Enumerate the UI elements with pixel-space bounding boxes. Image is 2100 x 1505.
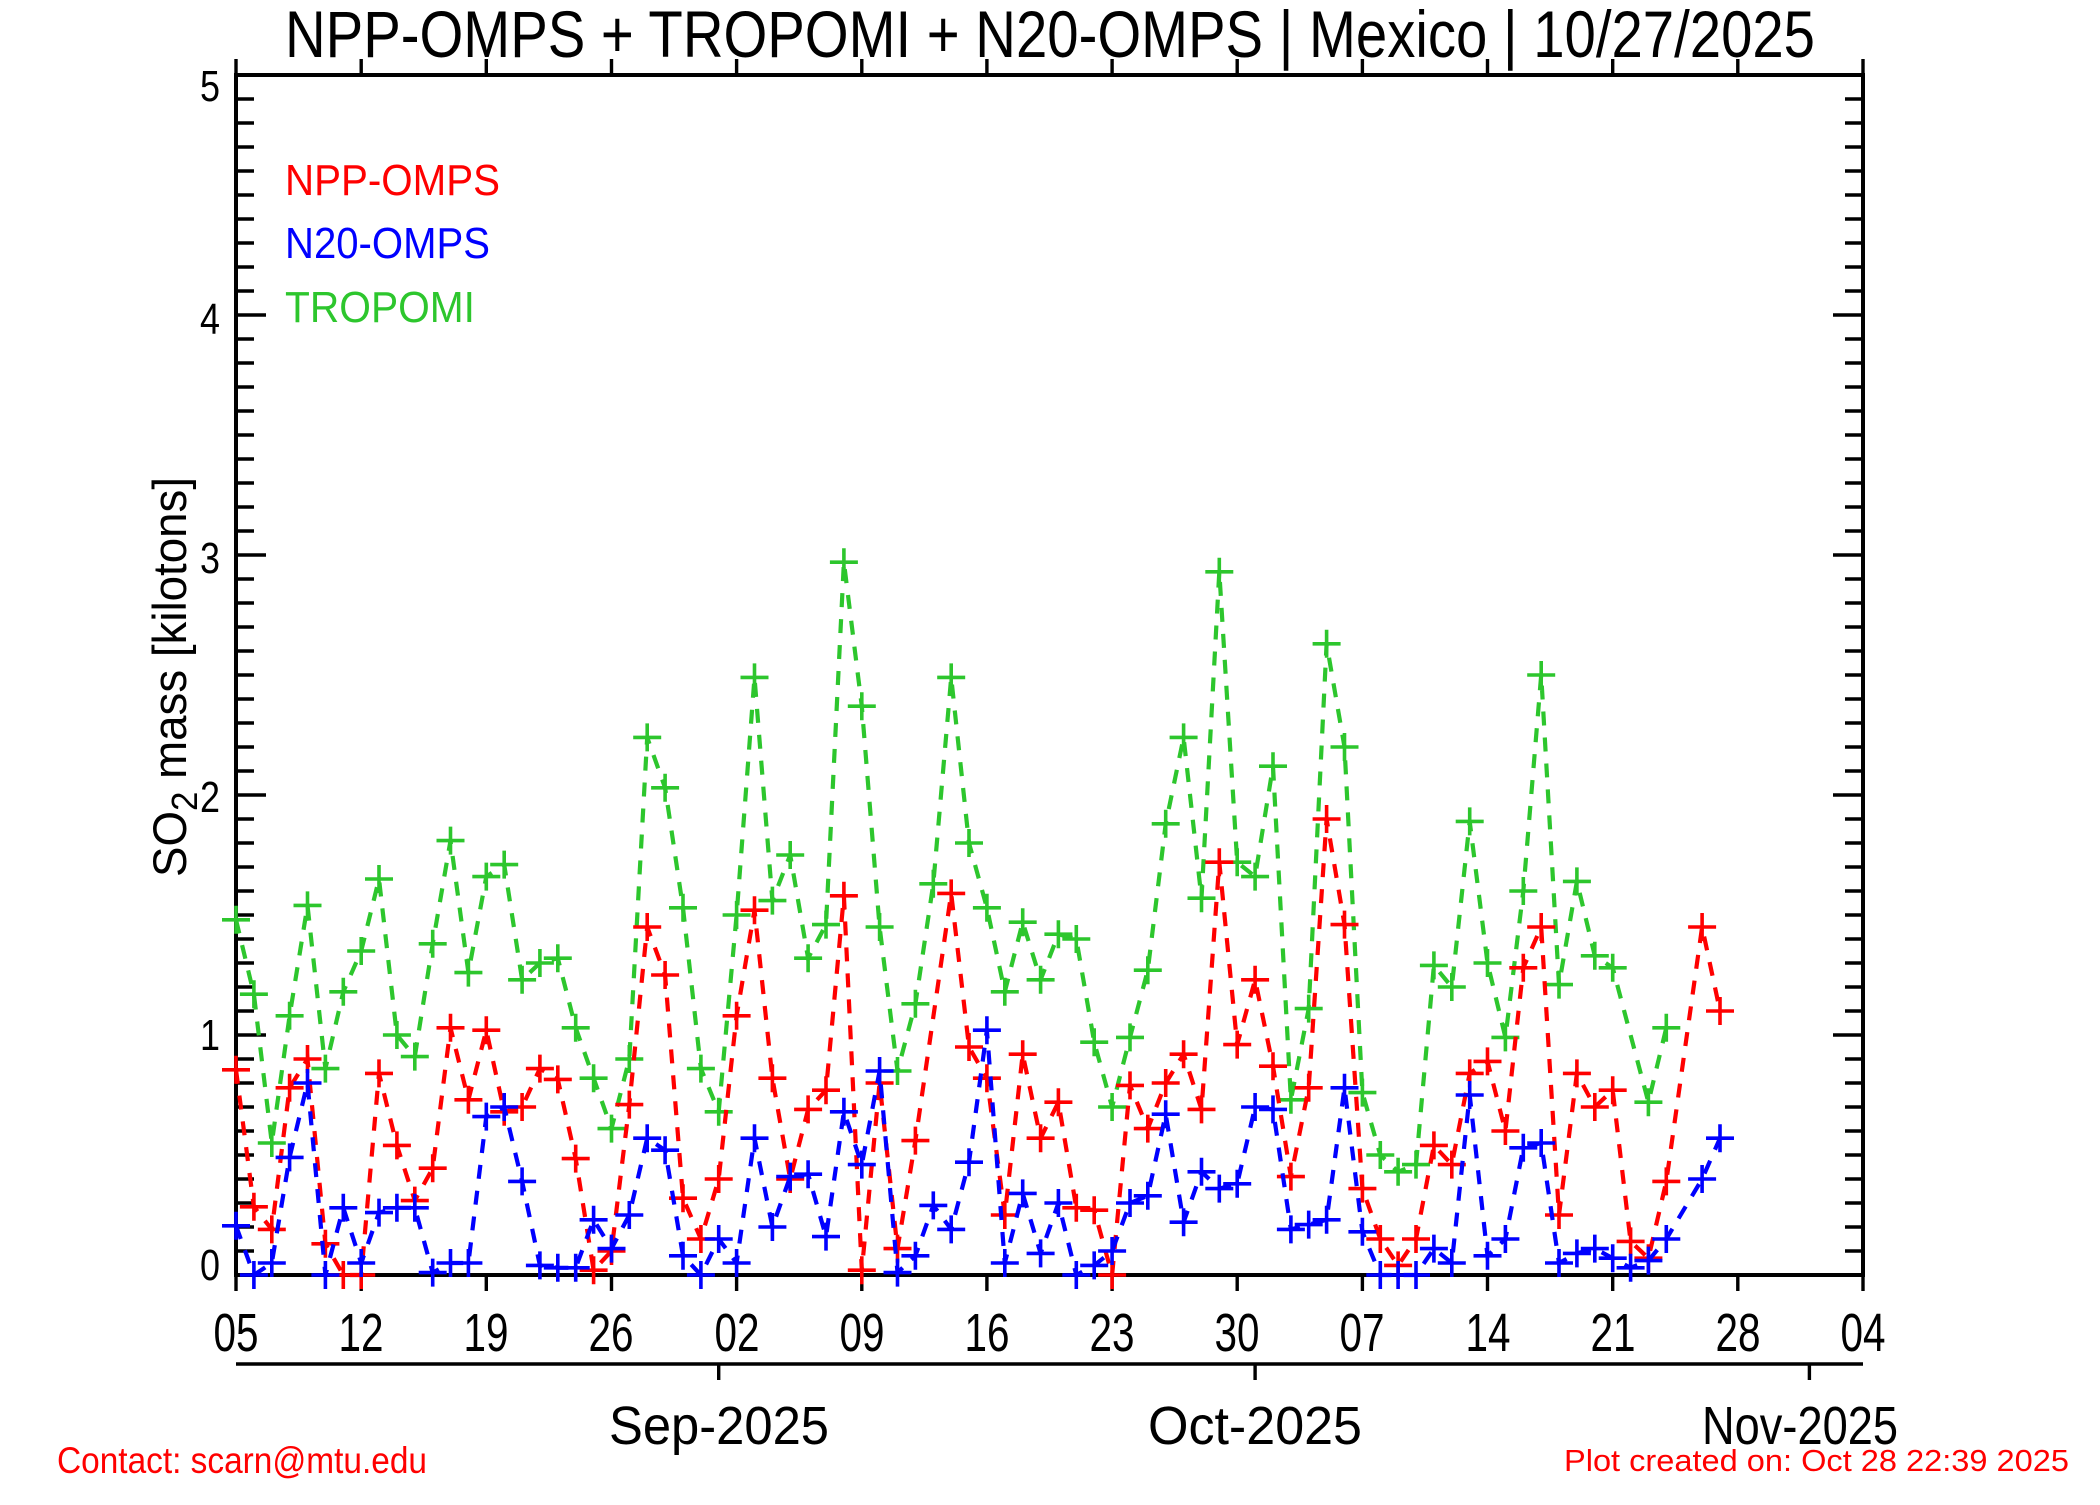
svg-text:19: 19 xyxy=(464,1303,509,1363)
svg-text:23: 23 xyxy=(1090,1303,1135,1363)
svg-text:12: 12 xyxy=(339,1303,384,1363)
svg-text:07: 07 xyxy=(1340,1303,1385,1363)
svg-text:28: 28 xyxy=(1716,1303,1761,1363)
svg-text:Sep-2025: Sep-2025 xyxy=(609,1396,829,1456)
svg-text:Nov-2025: Nov-2025 xyxy=(1702,1396,1898,1456)
svg-text:09: 09 xyxy=(840,1303,885,1363)
svg-text:0: 0 xyxy=(200,1241,220,1290)
svg-text:5: 5 xyxy=(200,62,220,111)
svg-text:Oct-2025: Oct-2025 xyxy=(1148,1396,1362,1456)
svg-text:30: 30 xyxy=(1215,1303,1260,1363)
svg-text:4: 4 xyxy=(200,295,220,344)
svg-text:05: 05 xyxy=(214,1303,259,1363)
svg-text:2: 2 xyxy=(200,773,220,822)
svg-text:14: 14 xyxy=(1466,1303,1511,1363)
svg-text:Plot created on: Oct 28 22:39: Plot created on: Oct 28 22:39 2025 xyxy=(1564,1443,2069,1478)
svg-text:26: 26 xyxy=(589,1303,634,1363)
svg-text:SO2 mass [kilotons]: SO2 mass [kilotons] xyxy=(143,477,205,877)
svg-text:1: 1 xyxy=(200,1011,220,1060)
svg-text:NPP-OMPS: NPP-OMPS xyxy=(285,156,500,205)
svg-text:16: 16 xyxy=(965,1303,1010,1363)
svg-text:3: 3 xyxy=(200,534,220,583)
svg-text:N20-OMPS: N20-OMPS xyxy=(285,219,490,268)
svg-text:TROPOMI: TROPOMI xyxy=(285,283,475,332)
svg-text:04: 04 xyxy=(1841,1303,1886,1363)
svg-text:NPP-OMPS + TROPOMI + N20-OMPS: NPP-OMPS + TROPOMI + N20-OMPS | Mexico |… xyxy=(285,0,1815,71)
svg-text:21: 21 xyxy=(1591,1303,1636,1363)
svg-text:Contact: scarn@mtu.edu: Contact: scarn@mtu.edu xyxy=(57,1440,427,1481)
svg-text:02: 02 xyxy=(715,1303,760,1363)
